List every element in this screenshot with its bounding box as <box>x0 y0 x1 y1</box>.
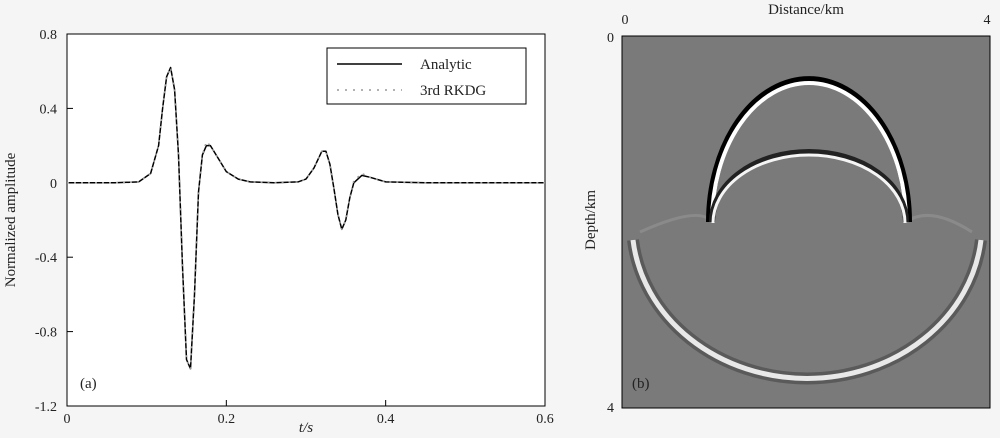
legend: Analytic 3rd RKDG <box>326 47 527 105</box>
inner-wave-bright <box>711 153 907 224</box>
y-tick-label: -1.2 <box>35 400 57 415</box>
x-tick-label-b-4: 4 <box>984 13 991 28</box>
x-tick-label: 0 <box>64 412 71 427</box>
x-tick-label: 0.4 <box>377 412 395 427</box>
wavefield-panel: (b) Distance/km 0 4 0 4 Depth/km <box>583 2 991 416</box>
y-tick-label: 0.4 <box>40 102 58 117</box>
panel-label-b: (b) <box>632 376 650 392</box>
y-tick-label: -0.8 <box>35 326 57 341</box>
direct-wave-dark <box>706 76 912 223</box>
x-tick-label: 0.2 <box>218 412 236 427</box>
x-axis-label: t/s <box>299 420 313 436</box>
direct-wave-bright <box>710 81 908 223</box>
legend-label-analytic: Analytic <box>420 57 472 73</box>
axis-ticks: 0 0.2 0.4 0.6 0.8 0.4 0 -0.4 -0.8 -1.2 <box>35 28 554 427</box>
y-tick-label-b-0: 0 <box>607 31 614 46</box>
y-tick-label: -0.4 <box>35 251 57 266</box>
y-tick-label: 0 <box>50 177 57 192</box>
y-tick-label-b-4: 4 <box>607 401 614 416</box>
x-axis-label-b: Distance/km <box>768 2 844 18</box>
inner-wave-dark <box>709 149 909 223</box>
legend-label-rkdg: 3rd RKDG <box>420 83 486 99</box>
reflected-arc <box>630 239 984 381</box>
y-axis-label-b: Depth/km <box>583 190 599 250</box>
legend-box <box>326 47 527 105</box>
panel-label-a: (a) <box>80 376 97 392</box>
line-chart-panel: 0 0.2 0.4 0.6 0.8 0.4 0 -0.4 -0.8 -1.2 Analytic 3… <box>3 28 554 436</box>
x-tick-label-b-0: 0 <box>622 13 629 28</box>
y-tick-label: 0.8 <box>40 28 58 43</box>
x-tick-label: 0.6 <box>536 412 554 427</box>
y-axis-label: Normalized amplitude <box>3 152 19 287</box>
series-line-rkdg <box>67 66 545 370</box>
series-group <box>67 66 545 370</box>
wavefield-image <box>621 35 991 409</box>
